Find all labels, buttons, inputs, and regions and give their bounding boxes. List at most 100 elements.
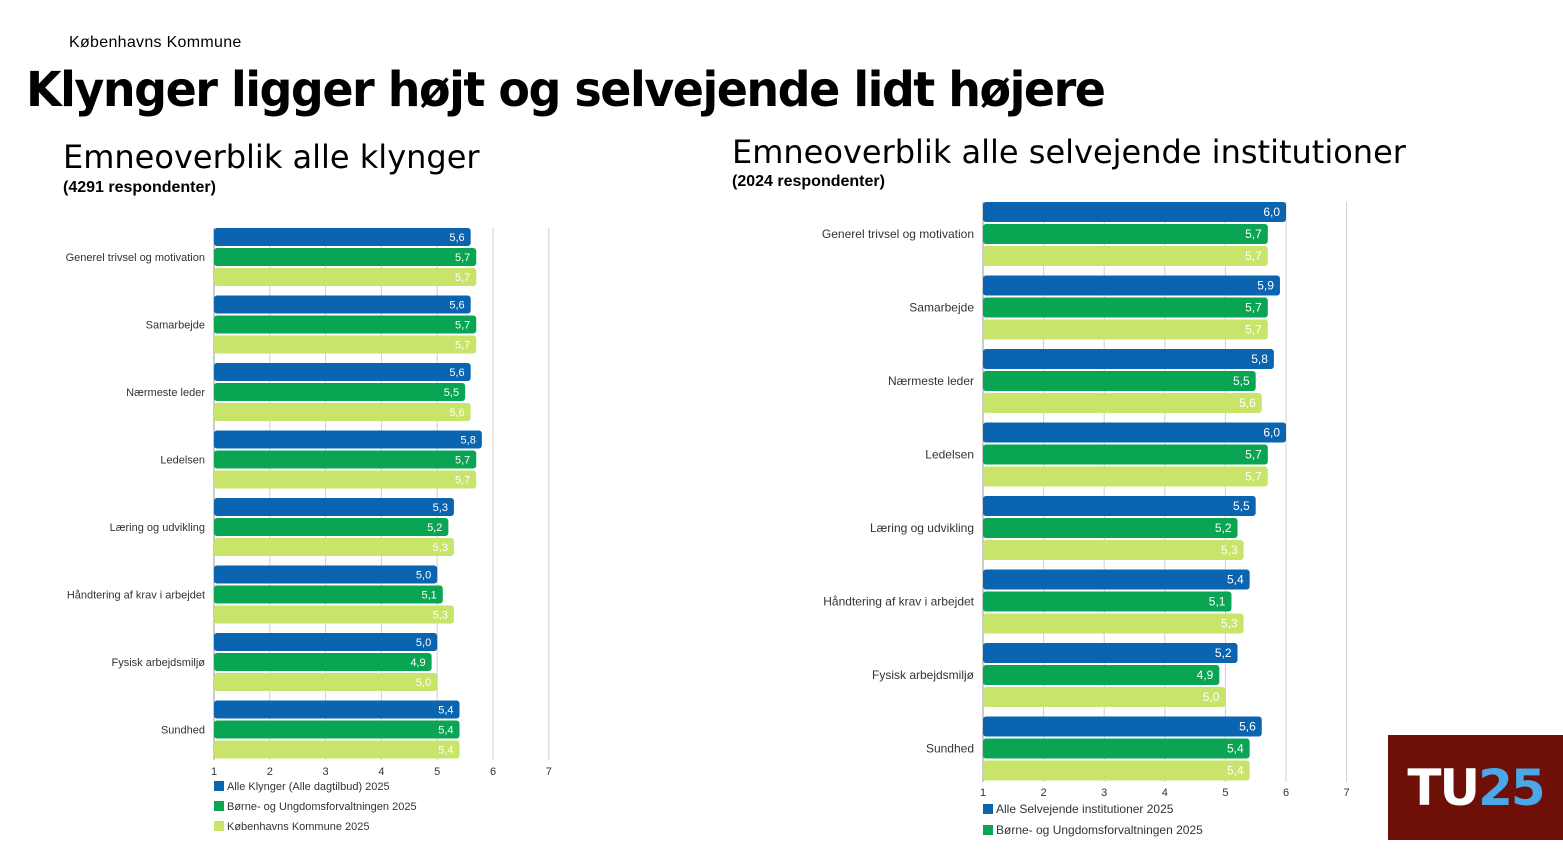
- bar: [983, 518, 1238, 538]
- bar: [214, 565, 438, 584]
- bar: [983, 349, 1274, 369]
- data-label: 5,4: [438, 725, 453, 737]
- data-label: 5,4: [1227, 573, 1244, 587]
- category-label: Sundhed: [161, 725, 205, 737]
- bar: [983, 496, 1256, 516]
- data-label: 5,8: [1251, 352, 1268, 366]
- data-label: 5,7: [1245, 323, 1262, 337]
- bar: [983, 297, 1268, 318]
- bar: [214, 295, 471, 314]
- data-label: 5,7: [1245, 249, 1262, 263]
- category-label: Sundhed: [926, 742, 974, 756]
- legend-label: Alle Klynger (Alle dagtilbud) 2025: [227, 781, 390, 793]
- category-label: Samarbejde: [146, 320, 205, 332]
- bar: [983, 760, 1250, 781]
- bar: [214, 538, 454, 556]
- data-label: 5,7: [1245, 301, 1262, 315]
- data-label: 5,3: [433, 502, 448, 514]
- category-label: Læring og udvikling: [110, 522, 205, 534]
- bar: [983, 393, 1262, 413]
- bar: [214, 383, 466, 401]
- bar: [214, 470, 477, 489]
- category-label: Nærmeste leder: [126, 387, 205, 399]
- data-label: 5,1: [421, 590, 436, 602]
- bar: [214, 268, 477, 286]
- data-label: 5,6: [449, 232, 464, 244]
- tick-label: 3: [1101, 787, 1107, 799]
- data-label: 5,7: [1245, 227, 1262, 241]
- legend-swatch: [214, 801, 224, 811]
- legend-label: Børne- og Ungdomsforvaltningen 2025: [227, 801, 417, 813]
- bar: [214, 585, 443, 604]
- bar: [214, 653, 432, 671]
- tick-label: 4: [1162, 787, 1168, 799]
- data-label: 5,3: [433, 542, 448, 554]
- data-label: 5,7: [1245, 448, 1262, 462]
- chart-2-subtitle: (2024 respondenter): [732, 173, 885, 190]
- bar: [983, 202, 1286, 222]
- bar: [983, 444, 1268, 465]
- data-label: 5,7: [455, 455, 470, 467]
- bar: [983, 246, 1268, 266]
- bar: [983, 371, 1256, 391]
- data-label: 5,0: [1203, 690, 1220, 704]
- data-label: 5,4: [1227, 764, 1244, 778]
- bar: [214, 740, 460, 759]
- data-label: 5,4: [1227, 742, 1244, 756]
- bar: [214, 403, 471, 421]
- tick-label: 7: [1344, 787, 1350, 799]
- bar: [214, 720, 460, 739]
- bar: [983, 665, 1220, 685]
- bar: [214, 315, 477, 334]
- bar: [983, 569, 1250, 590]
- legend-label: Alle Selvejende institutioner 2025: [996, 802, 1174, 816]
- bar: [983, 224, 1268, 244]
- logo-text-year: 25: [1478, 758, 1546, 817]
- bar: [983, 319, 1268, 340]
- category-label: Samarbejde: [909, 301, 974, 315]
- tick-label: 2: [267, 766, 273, 778]
- data-label: 5,6: [449, 300, 464, 312]
- data-label: 5,7: [455, 320, 470, 332]
- tick-label: 6: [1283, 787, 1289, 799]
- category-label: Ledelsen: [925, 448, 974, 462]
- bar: [983, 687, 1226, 707]
- bar: [214, 450, 477, 469]
- slide-headline: Klynger ligger højt og selvejende lidt h…: [26, 60, 1106, 118]
- bar: [214, 673, 438, 691]
- category-label: Generel trivsel og motivation: [822, 227, 974, 241]
- data-label: 4,9: [410, 657, 425, 669]
- data-label: 6,0: [1263, 426, 1280, 440]
- data-label: 5,7: [1245, 470, 1262, 484]
- data-label: 5,9: [1257, 279, 1274, 293]
- tick-label: 6: [490, 766, 496, 778]
- organization-name: Københavns Kommune: [69, 34, 242, 51]
- data-label: 5,3: [433, 610, 448, 622]
- chart-2-title: Emneoverblik alle selvejende institution…: [732, 133, 1406, 171]
- category-label: Læring og udvikling: [870, 521, 974, 535]
- bar: [983, 613, 1244, 634]
- data-label: 5,2: [427, 522, 442, 534]
- data-label: 5,7: [455, 340, 470, 352]
- data-label: 5,4: [438, 745, 453, 757]
- tick-label: 3: [323, 766, 329, 778]
- bar: [214, 700, 460, 719]
- data-label: 5,0: [416, 570, 431, 582]
- tick-label: 4: [378, 766, 384, 778]
- data-label: 5,6: [449, 367, 464, 379]
- data-label: 5,3: [1221, 543, 1238, 557]
- category-label: Håndtering af krav i arbejdet: [823, 595, 974, 609]
- bar: [983, 738, 1250, 759]
- bar: [214, 518, 449, 536]
- bar: [214, 430, 482, 449]
- tick-label: 5: [1222, 787, 1228, 799]
- data-label: 6,0: [1263, 205, 1280, 219]
- tick-label: 1: [211, 766, 217, 778]
- legend-swatch: [214, 781, 224, 791]
- bar: [214, 498, 454, 516]
- data-label: 5,4: [438, 705, 453, 717]
- bar: [214, 605, 454, 624]
- data-label: 5,2: [1215, 646, 1232, 660]
